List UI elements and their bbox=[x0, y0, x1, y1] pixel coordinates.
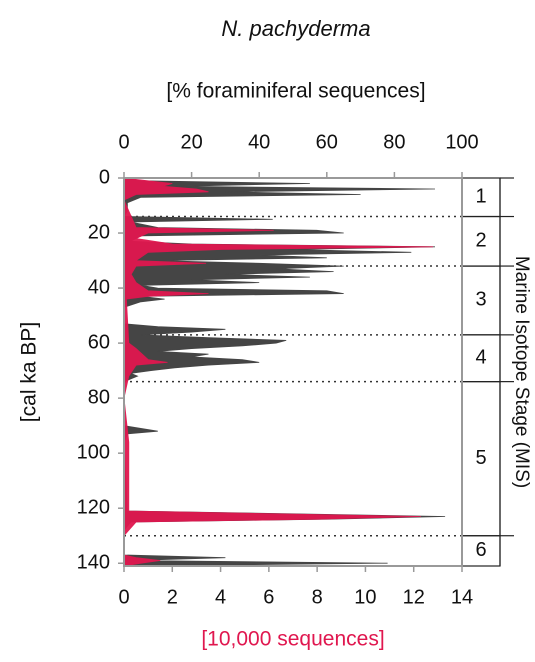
x-tick-label: 80 bbox=[383, 131, 405, 153]
y-axis-label: [cal ka BP] bbox=[18, 322, 41, 422]
x-tick-label: 20 bbox=[180, 131, 202, 153]
y-tick-label: 0 bbox=[99, 166, 110, 188]
y-tick-label: 140 bbox=[77, 552, 110, 574]
x2-tick-label: 10 bbox=[354, 586, 376, 608]
mis-stage-label: 5 bbox=[475, 447, 486, 469]
x2-axis-label: [10,000 sequences] bbox=[201, 628, 384, 651]
y-tick-label: 60 bbox=[88, 331, 110, 353]
x2-tick-label: 0 bbox=[118, 586, 129, 608]
profile-area bbox=[123, 177, 434, 567]
x-tick-label: 40 bbox=[248, 131, 270, 153]
mis-stage-label: 4 bbox=[475, 347, 486, 369]
mis-stage-label: 6 bbox=[475, 539, 486, 561]
chart-title: N. pachyderma bbox=[221, 16, 370, 41]
mis-label: Marine Isotope Stage (MIS) bbox=[511, 256, 532, 488]
x2-tick-label: 2 bbox=[167, 586, 178, 608]
x2-tick-label: 12 bbox=[403, 586, 425, 608]
plot-frame bbox=[123, 177, 463, 567]
x2-tick-label: 4 bbox=[215, 586, 226, 608]
mis-stage-label: 1 bbox=[475, 186, 486, 208]
y-tick-label: 80 bbox=[88, 386, 110, 408]
x2-tick-label: 8 bbox=[312, 586, 323, 608]
y-tick-label: 40 bbox=[88, 276, 110, 298]
mis-stage-label: 2 bbox=[475, 230, 486, 252]
x-tick-label: 100 bbox=[445, 131, 478, 153]
profile-area bbox=[123, 177, 446, 567]
x-axis-label: [% foraminiferal sequences] bbox=[166, 80, 425, 103]
x-tick-label: 0 bbox=[118, 131, 129, 153]
mis-stage-label: 3 bbox=[475, 289, 486, 311]
y-tick-label: 100 bbox=[77, 441, 110, 463]
y-tick-label: 120 bbox=[77, 496, 110, 518]
y-tick-label: 20 bbox=[88, 221, 110, 243]
x2-tick-label: 6 bbox=[263, 586, 274, 608]
x-tick-label: 60 bbox=[316, 131, 338, 153]
x2-tick-label: 14 bbox=[451, 586, 473, 608]
